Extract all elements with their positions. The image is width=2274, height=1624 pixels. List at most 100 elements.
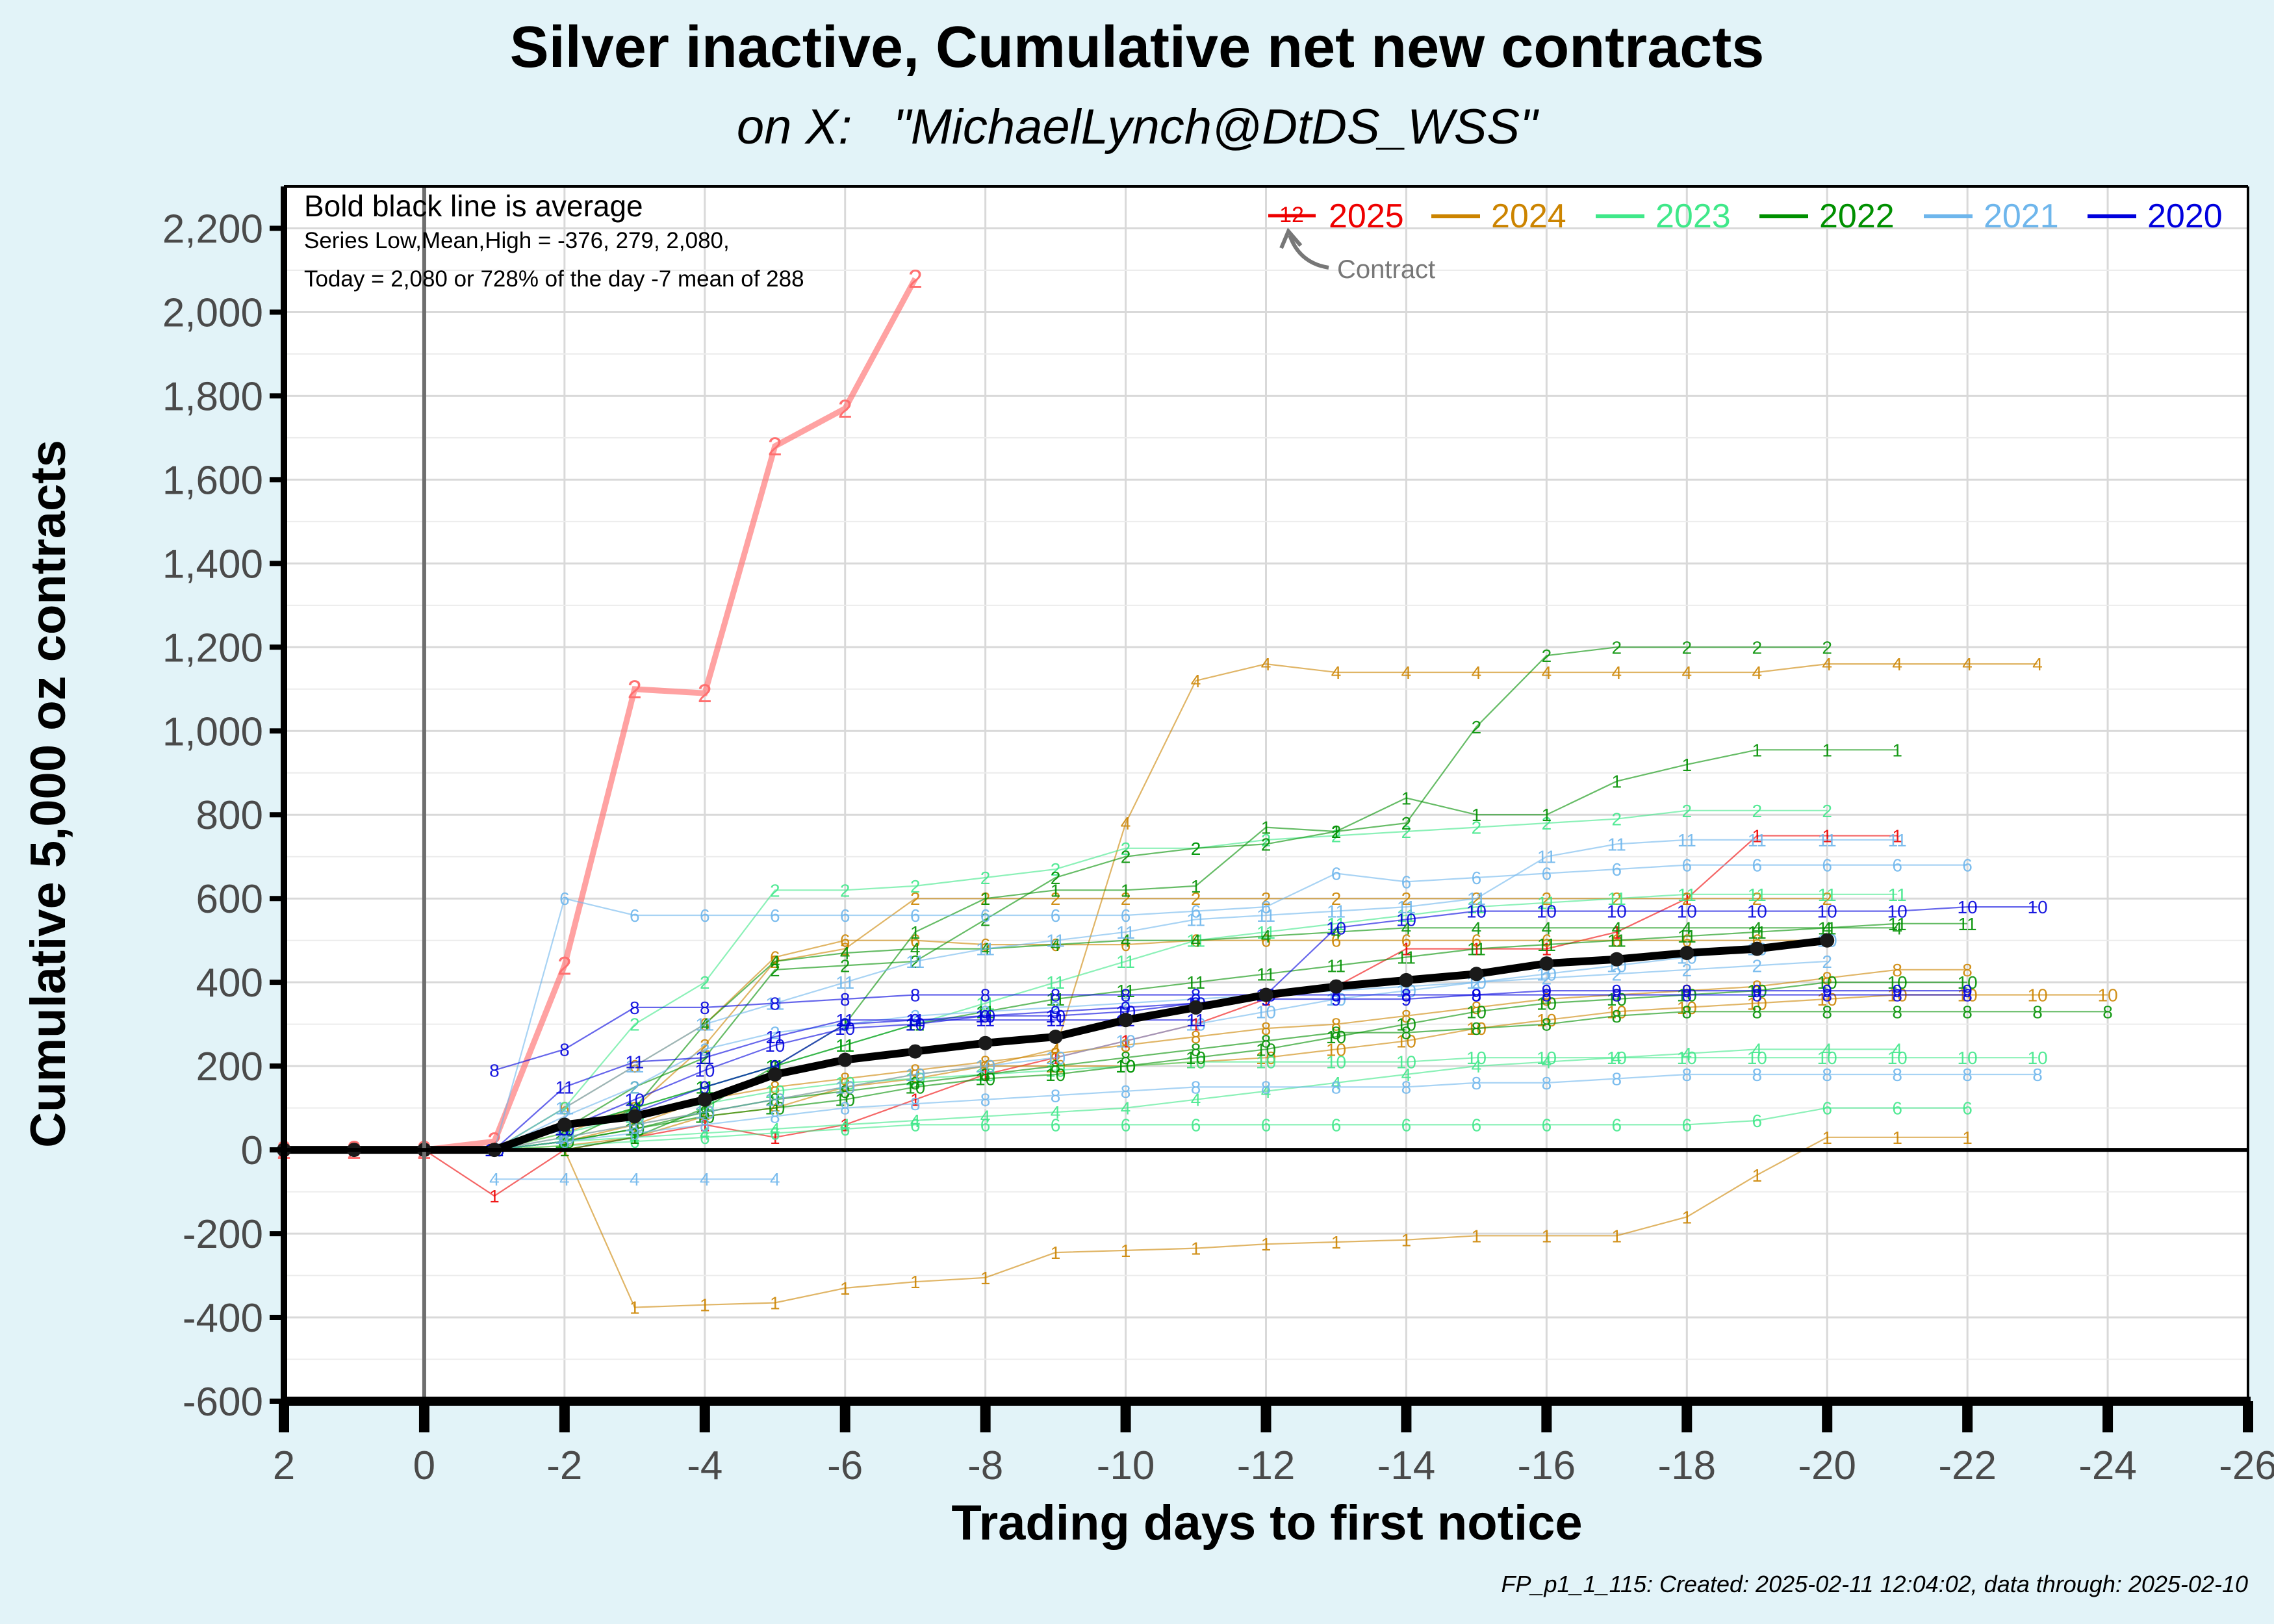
series-point-label: 4 bbox=[1612, 918, 1622, 938]
series-point-label: 11 bbox=[1327, 956, 1346, 976]
series-point-label: 8 bbox=[1051, 985, 1061, 1006]
series-point-label: 10 bbox=[835, 1077, 855, 1097]
series-point-label: 10 bbox=[1045, 1065, 1066, 1085]
series-point-label: 10 bbox=[624, 1090, 645, 1110]
series-point-label: 8 bbox=[1401, 1077, 1412, 1097]
average-point bbox=[1329, 979, 1344, 994]
series-point-label: 2 bbox=[1682, 960, 1693, 980]
series-point-label: 2 bbox=[840, 956, 850, 976]
series-point-label: 8 bbox=[1822, 969, 1832, 989]
series-point-label: 8 bbox=[1261, 1077, 1271, 1097]
series-point-label: 8 bbox=[1752, 977, 1763, 997]
series-point-label: 6 bbox=[1962, 1098, 1973, 1119]
series-line bbox=[494, 1048, 1898, 1151]
series-point-label: 11 bbox=[1116, 922, 1135, 943]
series-point-label: 8 bbox=[559, 1039, 570, 1059]
series-point-label: 9 bbox=[1401, 989, 1412, 1009]
series-point-label: 8 bbox=[840, 1069, 850, 1089]
series-point-label: 9 bbox=[1331, 989, 1342, 1009]
series-point-label: 10 bbox=[695, 1061, 715, 1081]
series-point-label: 1 bbox=[1401, 788, 1412, 808]
series-point-label: 6 bbox=[1401, 1115, 1412, 1135]
series-point-label: 6 bbox=[980, 906, 991, 926]
average-point bbox=[837, 1052, 852, 1067]
series-point-label: 11 bbox=[1748, 830, 1767, 850]
series-point-label: 2 bbox=[1612, 637, 1622, 657]
series-point-label: 10 bbox=[1326, 918, 1346, 938]
series-point-label: 6 bbox=[559, 889, 570, 909]
y-tick-label: 1,800 bbox=[162, 374, 263, 419]
legend-pointer-label: Contract bbox=[1337, 255, 1435, 284]
series-point-label: 6 bbox=[770, 948, 780, 968]
series-point-label: 6 bbox=[1401, 931, 1412, 951]
series-point-label: 8 bbox=[1472, 998, 1482, 1018]
series-point-label: 8 bbox=[1962, 1002, 1973, 1022]
average-point bbox=[1048, 1030, 1063, 1044]
series-line bbox=[493, 864, 1968, 1150]
legend-label-2021: 2021 bbox=[1984, 197, 2059, 235]
series-point-label: 2 bbox=[1051, 998, 1061, 1018]
series-point-label: 4 bbox=[1121, 931, 1131, 951]
series-point-label: 1 bbox=[1682, 1207, 1693, 1227]
y-axis-label: Cumulative 5,000 oz contracts bbox=[21, 440, 76, 1148]
series-point-label: 9 bbox=[1472, 985, 1482, 1006]
series-point-label: 11 bbox=[1046, 1010, 1065, 1030]
series-point-label: 1 bbox=[840, 1278, 850, 1299]
series-point-label: 10 bbox=[1326, 1027, 1346, 1047]
series-point-label: 6 bbox=[1892, 856, 1902, 876]
series-point-label: 8 bbox=[1191, 1077, 1201, 1097]
series-point-label: 1 bbox=[1401, 1230, 1412, 1250]
series-point-label: 11 bbox=[1397, 897, 1416, 917]
series-point-label: 4 bbox=[1261, 654, 1271, 674]
series-point-label: 1 bbox=[630, 1298, 640, 1318]
series-point-label: 6 bbox=[1682, 856, 1693, 876]
series-line bbox=[494, 646, 1828, 1151]
series-point-label: 9 bbox=[1542, 981, 1552, 1001]
series-point-label: 4 bbox=[1612, 1048, 1622, 1068]
series-point-label: 8 bbox=[840, 1098, 850, 1119]
ticks: 2 0 -2 -4 -6 -8 -10 -12 -14 -16 -18 -20 -22 -24 -26 -60… bbox=[162, 207, 2274, 1488]
series-point-label: 4 bbox=[1822, 654, 1832, 674]
series-point-label: 6 bbox=[980, 1115, 991, 1135]
series-point-label: 10 bbox=[1326, 1039, 1346, 1059]
series-point-label: 6 bbox=[1472, 931, 1482, 951]
series-point-label: 8 bbox=[910, 1094, 921, 1114]
series-2021-contract-4: 4 4 4 4 4 bbox=[489, 1169, 780, 1189]
series-2021-contract-6: 6 6 6 6 6 6 6 6 6 6 6 6 6 6 6 6 6 6 6 6 6 6 bbox=[489, 856, 1973, 1161]
series-point-label: 6 bbox=[1051, 906, 1061, 926]
series-point-label: 6 bbox=[910, 906, 921, 926]
series-point-label: 10 bbox=[1256, 1002, 1276, 1022]
series-point-label: 10 bbox=[1116, 1056, 1136, 1076]
series-point-label: 6 bbox=[1682, 1115, 1693, 1135]
series-point-label: 10 bbox=[2028, 897, 2048, 917]
x-tick-label: -22 bbox=[1938, 1443, 1997, 1488]
x-tick-label: 2 bbox=[273, 1443, 295, 1488]
series-point-label: 8 bbox=[1401, 1023, 1412, 1043]
series-point-label: 4 bbox=[840, 943, 850, 963]
series-point-label: 1 bbox=[1261, 1234, 1271, 1254]
series-point-label: 1 bbox=[910, 922, 921, 943]
y-tick-label: 200 bbox=[196, 1045, 263, 1089]
series-point-label: 2 bbox=[910, 876, 921, 896]
series-point-label: 2 bbox=[1542, 813, 1552, 833]
series-point-label: 8 bbox=[2032, 1002, 2043, 1022]
average-point bbox=[1750, 941, 1765, 956]
series-point-label: 10 bbox=[1887, 902, 1908, 922]
series-point-label: 8 bbox=[770, 1107, 780, 1127]
series-point-label: 2 bbox=[1822, 637, 1832, 657]
series-point-label: 2 bbox=[1121, 993, 1131, 1013]
series-point-label: 8 bbox=[630, 1123, 640, 1143]
series-point-label: 2 bbox=[630, 1015, 640, 1035]
series-point-label: 10 bbox=[1958, 897, 1978, 917]
average-point bbox=[1539, 956, 1554, 971]
series-point-label: 4 bbox=[1472, 663, 1482, 683]
average-point bbox=[1469, 967, 1484, 982]
series-point-label: 2 bbox=[1472, 717, 1482, 737]
series-point-label: 8 bbox=[1612, 1069, 1622, 1089]
x-tick-label: -16 bbox=[1518, 1443, 1576, 1488]
series-point-label: 1 bbox=[700, 1295, 710, 1315]
legend-pointer-arrow bbox=[1288, 234, 1329, 270]
series-point-label: 10 bbox=[1186, 1052, 1206, 1072]
series-point-label: 1 bbox=[1472, 1226, 1482, 1246]
series-point-label: 4 bbox=[1752, 663, 1763, 683]
